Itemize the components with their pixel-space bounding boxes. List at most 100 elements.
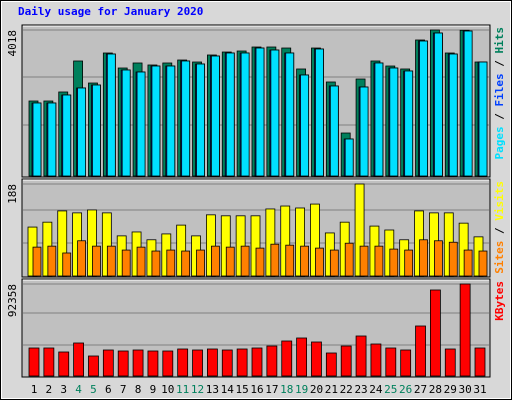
x-tick-label: 14 — [221, 383, 235, 396]
bar — [415, 325, 426, 377]
bar — [121, 249, 131, 277]
bar — [329, 249, 339, 277]
x-tick-label: 1 — [31, 383, 38, 396]
bar — [404, 249, 414, 277]
bar — [315, 247, 324, 277]
bar — [359, 86, 369, 177]
bar — [102, 349, 114, 377]
x-tick-label: 13 — [206, 383, 219, 396]
bar — [106, 245, 116, 277]
bar — [225, 246, 235, 277]
bar — [374, 62, 384, 177]
legend-separator: / — [493, 107, 506, 127]
bar — [389, 67, 399, 177]
x-tick-label: 4 — [75, 383, 82, 396]
bar — [132, 349, 144, 377]
bar — [315, 48, 324, 177]
x-tick-label: 9 — [150, 383, 157, 396]
bar — [181, 60, 191, 177]
bar — [404, 70, 414, 177]
bar — [181, 250, 191, 277]
bar — [206, 348, 218, 377]
x-tick-label: 21 — [325, 383, 338, 396]
bar — [250, 215, 261, 277]
bar — [300, 74, 310, 177]
bar — [329, 85, 339, 177]
bar — [389, 248, 399, 277]
x-tick-label: 6 — [105, 383, 112, 396]
bar — [270, 49, 280, 177]
x-tick-label: 30 — [459, 383, 472, 396]
bar — [121, 69, 131, 177]
bar — [88, 355, 99, 377]
bar — [101, 212, 112, 277]
bar — [136, 246, 146, 277]
legend-entry: Visits — [493, 181, 506, 221]
bar — [196, 249, 205, 277]
bar — [265, 208, 276, 277]
bar — [106, 53, 116, 177]
bar — [147, 350, 159, 377]
bar — [205, 214, 216, 277]
bar — [280, 205, 291, 277]
legend-entry: Pages — [493, 126, 506, 159]
bar — [57, 210, 68, 277]
bar — [166, 249, 176, 277]
bar — [162, 350, 174, 377]
bar — [359, 245, 369, 277]
bar — [47, 102, 57, 177]
x-tick-label: 12 — [191, 383, 204, 396]
bar — [62, 94, 72, 177]
x-tick-label: 17 — [265, 383, 278, 396]
bar — [448, 53, 458, 177]
bar — [166, 65, 176, 177]
bar — [285, 244, 295, 277]
y-tick-label: 188 — [6, 184, 19, 204]
bar — [177, 348, 189, 377]
x-tick-label: 11 — [176, 383, 189, 396]
legend: Sites / Visits — [493, 181, 506, 274]
bar — [32, 246, 42, 277]
bar — [47, 245, 57, 277]
x-tick-label: 26 — [399, 383, 412, 396]
bar — [266, 345, 278, 377]
bar — [58, 351, 70, 377]
bar — [270, 243, 280, 277]
bar — [220, 215, 231, 277]
bar — [474, 347, 486, 377]
bar — [73, 342, 84, 377]
x-tick-label: 22 — [340, 383, 353, 396]
bar — [296, 337, 308, 377]
bar — [210, 245, 220, 277]
bar — [92, 245, 101, 277]
bar — [240, 52, 250, 177]
bar — [459, 283, 471, 377]
bar — [176, 224, 187, 277]
bar — [433, 32, 443, 177]
bar — [285, 52, 295, 177]
x-tick-label: 31 — [473, 383, 486, 396]
bar — [251, 347, 263, 377]
bar — [419, 239, 428, 277]
bar — [221, 349, 233, 377]
bar — [43, 347, 55, 377]
bar — [429, 289, 441, 377]
bar — [281, 340, 293, 377]
bar — [374, 245, 384, 277]
legend-entry: KBytes — [493, 281, 506, 321]
bar — [311, 341, 322, 377]
bar — [151, 65, 161, 177]
bar — [255, 247, 265, 277]
bar — [310, 203, 320, 277]
bar — [32, 102, 42, 177]
bar — [344, 138, 354, 177]
x-tick-label: 19 — [295, 383, 308, 396]
bar — [385, 347, 397, 377]
bar — [433, 240, 443, 277]
bar — [478, 61, 488, 177]
bar — [448, 241, 458, 277]
bar — [295, 207, 306, 277]
bar — [117, 350, 129, 377]
bar — [236, 348, 248, 377]
